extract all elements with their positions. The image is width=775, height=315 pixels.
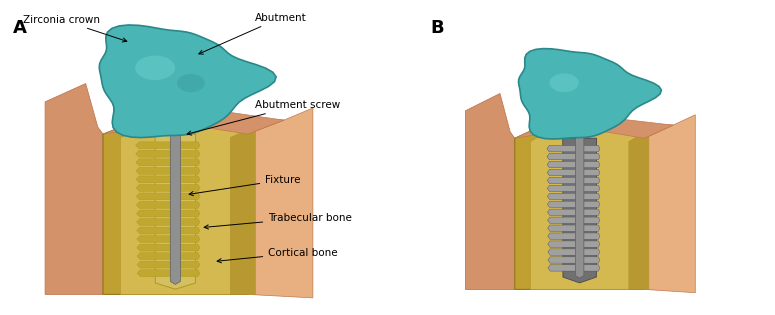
Polygon shape [645, 125, 673, 289]
Polygon shape [136, 185, 200, 191]
Polygon shape [547, 169, 600, 176]
Polygon shape [230, 126, 256, 295]
Polygon shape [136, 168, 200, 174]
Polygon shape [629, 130, 649, 289]
Polygon shape [518, 49, 661, 139]
Polygon shape [248, 108, 313, 298]
Polygon shape [136, 176, 200, 183]
Polygon shape [576, 97, 584, 278]
Polygon shape [155, 134, 195, 289]
Polygon shape [548, 265, 600, 271]
Polygon shape [547, 217, 600, 223]
Polygon shape [45, 83, 103, 295]
Polygon shape [547, 146, 600, 152]
Polygon shape [137, 244, 200, 251]
Polygon shape [548, 257, 600, 263]
Polygon shape [515, 117, 673, 138]
Text: Zirconia crown: Zirconia crown [22, 14, 127, 42]
Polygon shape [547, 153, 600, 160]
Polygon shape [548, 241, 600, 247]
Polygon shape [563, 138, 597, 283]
Text: B: B [430, 19, 443, 37]
Polygon shape [547, 209, 600, 215]
Polygon shape [136, 142, 200, 149]
Polygon shape [136, 150, 200, 157]
Text: Trabecular bone: Trabecular bone [204, 213, 352, 229]
Polygon shape [170, 84, 181, 284]
Polygon shape [137, 253, 200, 260]
Polygon shape [547, 201, 600, 208]
Polygon shape [547, 185, 600, 192]
Polygon shape [248, 120, 284, 295]
Polygon shape [548, 233, 600, 239]
Text: Abutment: Abutment [199, 13, 307, 54]
Polygon shape [547, 161, 600, 168]
Polygon shape [99, 25, 276, 138]
Polygon shape [136, 236, 200, 243]
Polygon shape [548, 249, 600, 255]
Polygon shape [547, 177, 600, 184]
Polygon shape [548, 225, 600, 231]
Polygon shape [530, 130, 649, 289]
Polygon shape [136, 159, 200, 166]
Ellipse shape [177, 74, 205, 92]
Ellipse shape [549, 73, 579, 92]
Polygon shape [137, 261, 200, 268]
Ellipse shape [135, 56, 175, 80]
Polygon shape [103, 120, 284, 295]
Text: Cortical bone: Cortical bone [217, 248, 338, 263]
Polygon shape [515, 125, 673, 289]
Polygon shape [136, 219, 200, 226]
Text: Abutment screw: Abutment screw [187, 100, 340, 135]
Polygon shape [103, 108, 284, 134]
Polygon shape [120, 126, 256, 295]
Polygon shape [569, 102, 591, 138]
Polygon shape [137, 270, 200, 277]
Polygon shape [136, 227, 200, 234]
Polygon shape [645, 115, 695, 293]
Polygon shape [547, 193, 600, 199]
Polygon shape [161, 66, 190, 84]
Polygon shape [466, 94, 515, 289]
Polygon shape [136, 210, 200, 217]
Polygon shape [569, 85, 591, 97]
Polygon shape [136, 193, 200, 200]
Text: A: A [12, 19, 26, 37]
Polygon shape [161, 91, 189, 134]
Polygon shape [136, 202, 200, 208]
Text: Fixture: Fixture [189, 175, 301, 196]
